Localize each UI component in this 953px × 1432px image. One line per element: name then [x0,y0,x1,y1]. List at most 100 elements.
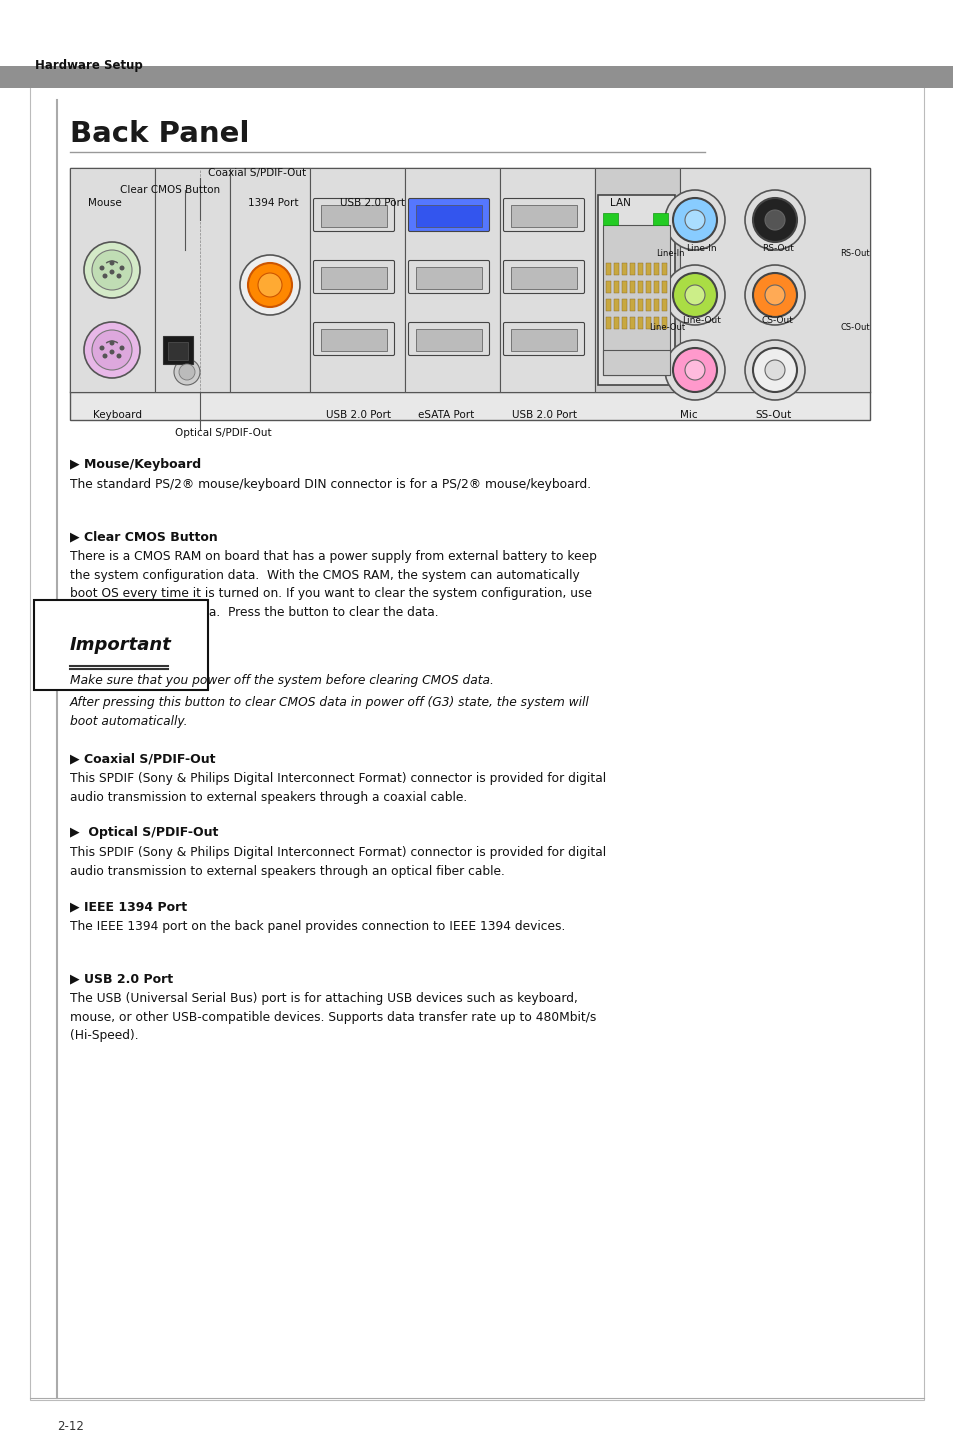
Text: ▶ Clear CMOS Button: ▶ Clear CMOS Button [70,530,217,543]
Circle shape [102,354,108,358]
Text: ▶  Optical S/PDIF-Out: ▶ Optical S/PDIF-Out [70,826,218,839]
FancyBboxPatch shape [503,322,584,355]
Circle shape [179,364,194,379]
Text: ▶ Coaxial S/PDIF-Out: ▶ Coaxial S/PDIF-Out [70,752,215,765]
Text: Hardware Setup: Hardware Setup [35,59,143,72]
Circle shape [84,322,140,378]
Text: Mouse: Mouse [88,198,122,208]
Text: Important: Important [70,636,172,654]
Bar [595,168,679,392]
Bar [511,329,577,351]
Circle shape [173,359,200,385]
Bar [629,263,635,275]
Circle shape [672,348,717,392]
Bar [654,263,659,275]
Bar [645,263,650,275]
Bar [70,168,154,392]
Circle shape [752,274,796,316]
Circle shape [91,251,132,291]
Text: LAN: LAN [609,198,630,208]
Bar [310,168,405,392]
Bar [598,195,675,385]
Bar [605,299,610,311]
Text: After pressing this button to clear CMOS data in power off (G3) state, the syste: After pressing this button to clear CMOS… [70,696,589,727]
Bar [638,263,642,275]
Bar [645,299,650,311]
Bar [614,316,618,329]
Circle shape [664,190,724,251]
Text: USB 2.0 Port: USB 2.0 Port [339,198,405,208]
Bar [405,168,499,392]
Circle shape [744,265,804,325]
Bar [70,168,869,420]
Circle shape [257,274,282,296]
Bar [654,299,659,311]
Bar [320,266,387,289]
Text: There is a CMOS RAM on board that has a power supply from external battery to ke: There is a CMOS RAM on board that has a … [70,550,597,619]
Bar [621,316,626,329]
Circle shape [119,265,125,271]
Text: Mic: Mic [679,410,697,420]
Circle shape [744,339,804,400]
Text: Line-In: Line-In [656,249,684,258]
Text: Line-Out: Line-Out [648,324,684,332]
Circle shape [764,359,784,379]
Bar [621,281,626,294]
Bar [645,281,650,294]
Text: 1394 Port: 1394 Port [248,198,298,208]
Bar [230,168,310,392]
Text: Optical S/PDIF-Out: Optical S/PDIF-Out [174,428,272,438]
Circle shape [91,329,132,369]
Circle shape [84,242,140,298]
Text: CS-Out: CS-Out [761,316,793,325]
Bar [614,299,618,311]
Bar [320,205,387,228]
Text: RS-Out: RS-Out [761,243,793,253]
FancyBboxPatch shape [314,322,395,355]
Text: Back Panel: Back Panel [70,120,250,147]
FancyBboxPatch shape [408,199,489,232]
FancyBboxPatch shape [503,199,584,232]
Bar [154,168,230,392]
Text: Make sure that you power off the system before clearing CMOS data.: Make sure that you power off the system … [70,674,494,687]
Text: The standard PS/2® mouse/keyboard DIN connector is for a PS/2® mouse/keyboard.: The standard PS/2® mouse/keyboard DIN co… [70,478,591,491]
Circle shape [110,341,114,345]
Bar [629,299,635,311]
Circle shape [684,359,704,379]
Bar [0,66,953,87]
Bar [602,349,669,375]
Circle shape [744,190,804,251]
Bar [168,342,188,359]
Circle shape [110,261,114,265]
Circle shape [110,349,114,355]
Bar [654,316,659,329]
Bar [614,281,618,294]
Circle shape [102,274,108,278]
Bar [320,329,387,351]
Circle shape [119,345,125,351]
Bar [638,299,642,311]
Circle shape [684,285,704,305]
FancyBboxPatch shape [503,261,584,294]
Bar [602,213,618,225]
Text: This SPDIF (Sony & Philips Digital Interconnect Format) connector is provided fo: This SPDIF (Sony & Philips Digital Inter… [70,772,605,803]
Bar [661,316,666,329]
Circle shape [684,211,704,231]
Bar [621,299,626,311]
Text: Coaxial S/PDIF-Out: Coaxial S/PDIF-Out [208,168,306,178]
Bar [661,281,666,294]
Text: The USB (Universal Serial Bus) port is for attaching USB devices such as keyboar: The USB (Universal Serial Bus) port is f… [70,992,596,1042]
Text: USB 2.0 Port: USB 2.0 Port [512,410,577,420]
FancyBboxPatch shape [408,261,489,294]
Bar [629,281,635,294]
Bar [511,266,577,289]
Circle shape [116,354,121,358]
Circle shape [99,265,105,271]
Bar [163,337,193,364]
Bar [499,168,595,392]
Text: RS-Out: RS-Out [840,249,869,258]
Bar [661,263,666,275]
Circle shape [752,348,796,392]
Circle shape [764,211,784,231]
Bar [621,263,626,275]
